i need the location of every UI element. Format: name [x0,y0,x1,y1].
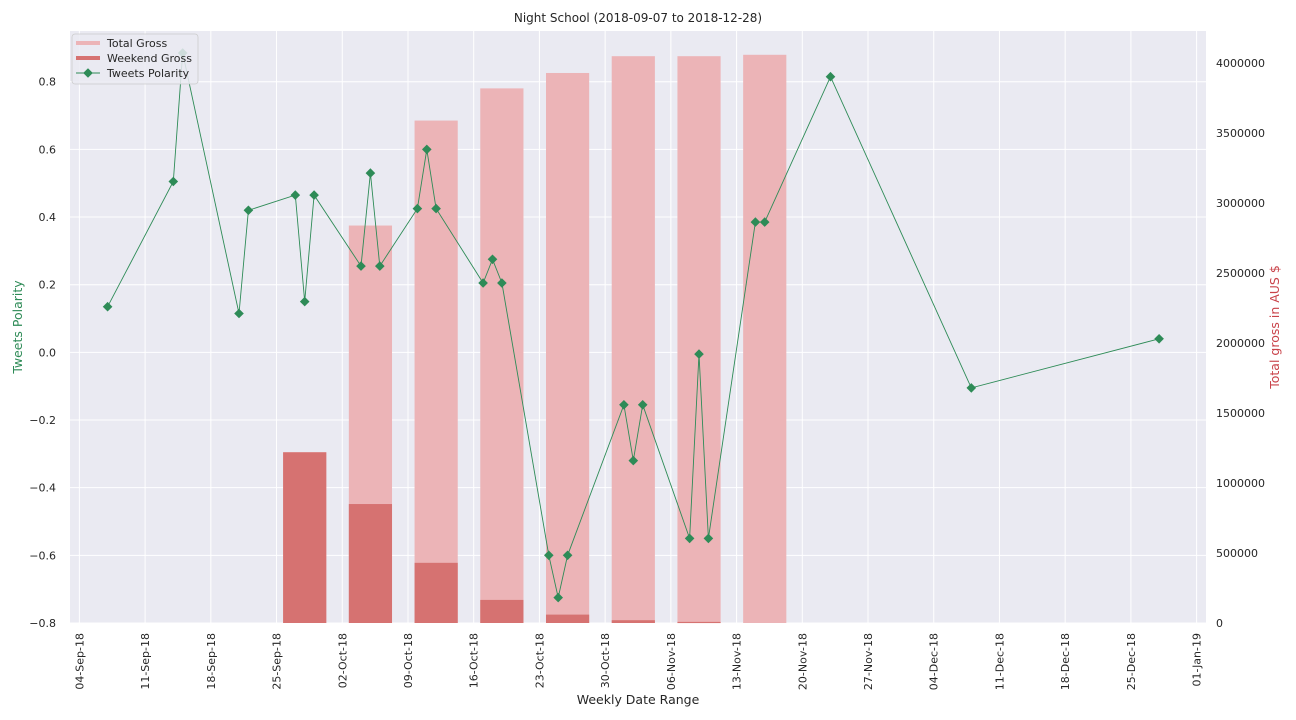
polarity-point [243,205,254,216]
x-tick-label: 27-Nov-18 [862,633,875,690]
legend-box [71,33,199,85]
y-left-tick-label: −0.4 [29,482,56,495]
x-tick-label: 25-Sep-18 [271,633,284,690]
y-right-tick-label: 0 [1216,617,1223,630]
bar-total-gross [480,88,524,623]
y-left-tick-label: 0.0 [39,346,57,359]
bar-weekend-gross [414,562,458,623]
x-tick-label: 11-Dec-18 [994,633,1007,690]
bar-weekend-gross [348,504,393,623]
bar-weekend-gross [283,452,327,623]
tick-labels: −0.8 −0.6 −0.4 −0.2 0.0 0.2 0.4 0.6 0.8 0 500000 10… [29,57,1265,690]
legend-marker-tweets-polarity [83,68,93,78]
legend: Total Gross Weekend Gross Tweets Polarit… [71,33,199,85]
x-tick-label: 30-Oct-18 [599,633,612,688]
y-right-tick-label: 500000 [1216,547,1258,560]
y-left-tick-label: −0.8 [29,617,56,630]
y-right-tick-label: 3000000 [1216,197,1265,210]
x-tick-label: 01-Jan-19 [1191,633,1204,687]
x-tick-label: 04-Sep-18 [73,633,86,690]
x-tick-label: 18-Sep-18 [205,633,218,690]
bar-total-gross [743,54,787,623]
x-tick-label: 23-Oct-18 [533,633,546,688]
legend-label-tweets-polarity: Tweets Polarity [106,67,190,80]
legend-label-weekend-gross: Weekend Gross [107,52,192,65]
bar-total-gross [414,120,458,624]
x-tick-label: 20-Nov-18 [796,633,809,690]
bar-weekend-gross [677,621,721,624]
polarity-point [168,176,179,187]
x-tick-label: 16-Oct-18 [468,633,481,688]
y-left-tick-label: 0.6 [39,143,57,156]
y-left-tick-label: −0.6 [29,549,56,562]
y-right-tick-label: 1000000 [1216,477,1265,490]
legend-label-total-gross: Total Gross [106,37,167,50]
x-tick-label: 09-Oct-18 [402,633,415,688]
x-tick-label: 18-Dec-18 [1059,633,1072,690]
y-right-tick-label: 1500000 [1216,407,1265,420]
bar-total-gross [677,56,721,624]
x-tick-label: 13-Nov-18 [731,633,744,690]
y-axis-right-label: Total gross in AUS $ [1267,265,1282,390]
x-tick-label: 06-Nov-18 [665,633,678,690]
x-axis-label: Weekly Date Range [577,692,700,707]
y-left-tick-label: 0.4 [39,211,57,224]
y-right-tick-label: 4000000 [1216,57,1265,70]
chart-title: Night School (2018-09-07 to 2018-12-28) [514,11,762,25]
y-axis-left-label: Tweets Polarity [10,280,25,375]
y-right-tick-label: 2000000 [1216,337,1265,350]
y-right-tick-label: 2500000 [1216,267,1265,280]
bar-total-gross [611,56,655,624]
y-left-tick-label: −0.2 [29,414,56,427]
bar-total-gross [545,72,590,623]
bar-series [283,54,787,624]
x-tick-label: 04-Dec-18 [928,633,941,690]
y-left-tick-label: 0.2 [39,279,57,292]
bar-weekend-gross [480,599,524,623]
y-left-tick-label: 0.8 [39,76,57,89]
bar-weekend-gross [545,614,590,623]
x-tick-label: 02-Oct-18 [336,633,349,688]
y-right-tick-label: 3500000 [1216,127,1265,140]
bar-weekend-gross [611,620,655,623]
x-tick-label: 11-Sep-18 [139,633,152,690]
x-tick-label: 25-Dec-18 [1125,633,1138,690]
